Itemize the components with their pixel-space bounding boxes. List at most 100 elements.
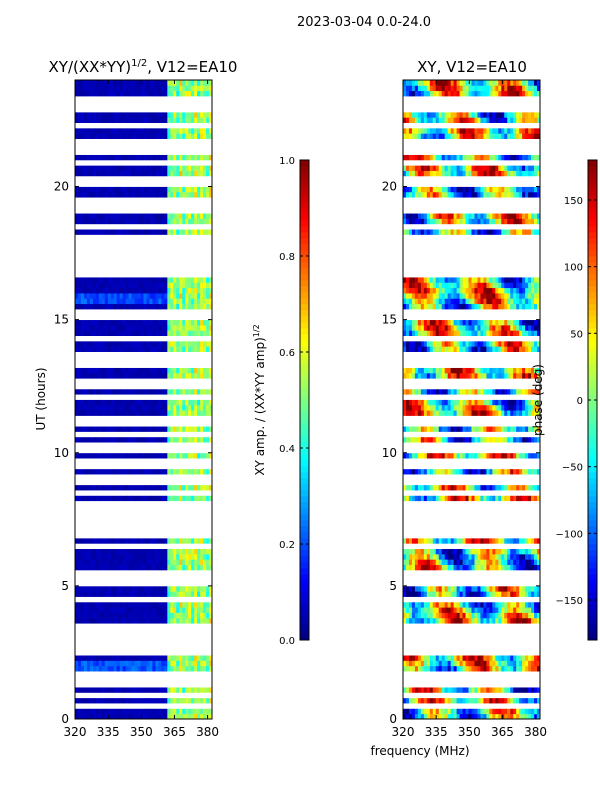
amplitude-cell (92, 410, 97, 416)
amplitude-cell (194, 388, 198, 395)
amplitude-cell (89, 308, 94, 315)
amplitude-cell (203, 580, 207, 587)
amplitude-cell (80, 202, 85, 209)
amplitude-cell (137, 665, 141, 672)
amplitude-cell (104, 308, 109, 315)
amplitude-cell (122, 415, 127, 422)
amplitude-cell (188, 388, 192, 395)
amplitude-cell (206, 479, 210, 486)
amplitude-cell (167, 234, 171, 241)
amplitude-cell (209, 559, 213, 565)
amplitude-cell (158, 250, 162, 257)
amplitude-cell (149, 394, 153, 400)
amplitude-cell (179, 649, 183, 656)
amplitude-cell (203, 703, 207, 709)
amplitude-cell (107, 479, 112, 486)
amplitude-cell (110, 308, 115, 315)
amplitude-cell (143, 612, 147, 619)
amplitude-cell (98, 607, 103, 613)
amplitude-cell (185, 607, 189, 613)
amplitude-cell (158, 479, 162, 486)
amplitude-cell (122, 383, 127, 390)
amplitude-cell (95, 569, 100, 576)
amplitude-cell (128, 330, 132, 337)
amplitude-cell (200, 372, 204, 379)
amplitude-cell (206, 234, 210, 241)
amplitude-cell (86, 367, 91, 374)
amplitude-cell (89, 372, 94, 379)
amplitude-cell (170, 415, 174, 422)
amplitude-cell (95, 591, 100, 597)
amplitude-cell (170, 143, 174, 150)
amplitude-cell (197, 191, 201, 198)
amplitude-cell (98, 362, 103, 368)
amplitude-cell (89, 671, 94, 677)
amplitude-cell (197, 463, 201, 470)
amplitude-cell (170, 399, 174, 406)
amplitude-cell (83, 516, 88, 523)
amplitude-cell (170, 713, 174, 720)
amplitude-cell (77, 585, 82, 592)
amplitude-cell (86, 564, 91, 571)
amplitude-cell (113, 676, 118, 683)
amplitude-cell (116, 468, 121, 475)
amplitude-cell (146, 703, 150, 709)
amplitude-cell (203, 330, 207, 337)
amplitude-cell (203, 697, 207, 704)
amplitude-cell (194, 250, 198, 257)
amplitude-cell (86, 596, 91, 603)
amplitude-cell (206, 569, 210, 576)
amplitude-cell (122, 410, 127, 416)
amplitude-cell (200, 527, 204, 534)
amplitude-cell (152, 676, 156, 683)
amplitude-cell (206, 644, 210, 651)
amplitude-cell (95, 399, 100, 406)
amplitude-cell (203, 607, 207, 613)
amplitude-cell (98, 527, 103, 534)
amplitude-cell (143, 633, 147, 640)
amplitude-cell (116, 463, 121, 470)
amplitude-cell (98, 633, 103, 640)
amplitude-cell (161, 415, 165, 422)
amplitude-cell (77, 181, 82, 187)
amplitude-cell (80, 697, 85, 704)
amplitude-cell (125, 521, 130, 528)
amplitude-cell (107, 293, 112, 299)
amplitude-cell (155, 697, 159, 704)
amplitude-cell (122, 633, 127, 640)
amplitude-cell (86, 149, 91, 155)
amplitude-cell (75, 346, 79, 352)
amplitude-cell (191, 521, 195, 528)
amplitude-cell (182, 553, 186, 560)
amplitude-cell (164, 197, 168, 203)
amplitude-cell (158, 282, 162, 289)
amplitude-cell (101, 703, 106, 709)
amplitude-cell (179, 271, 183, 278)
amplitude-cell (134, 644, 138, 651)
amplitude-cell (116, 671, 121, 677)
amplitude-cell (170, 591, 174, 597)
amplitude-cell (131, 687, 135, 693)
amplitude-cell (77, 591, 82, 597)
amplitude-cell (179, 580, 183, 587)
amplitude-cell (83, 431, 88, 438)
amplitude-cell (173, 362, 177, 368)
amplitude-cell (116, 308, 121, 315)
amplitude-cell (206, 442, 210, 448)
amplitude-cell (113, 324, 118, 331)
amplitude-cell (92, 442, 97, 448)
amplitude-cell (107, 378, 112, 384)
amplitude-cell (143, 436, 147, 443)
amplitude-cell (143, 516, 147, 523)
amplitude-cell (83, 186, 88, 193)
amplitude-cell (86, 362, 91, 368)
amplitude-cell (179, 479, 183, 486)
amplitude-cell (104, 138, 109, 145)
amplitude-cell (152, 399, 156, 406)
amplitude-cell (134, 367, 138, 374)
amplitude-cell (125, 351, 130, 358)
amplitude-cell (107, 346, 112, 352)
amplitude-cell (89, 415, 94, 422)
amplitude-cell (182, 394, 186, 400)
amplitude-cell (134, 287, 138, 294)
